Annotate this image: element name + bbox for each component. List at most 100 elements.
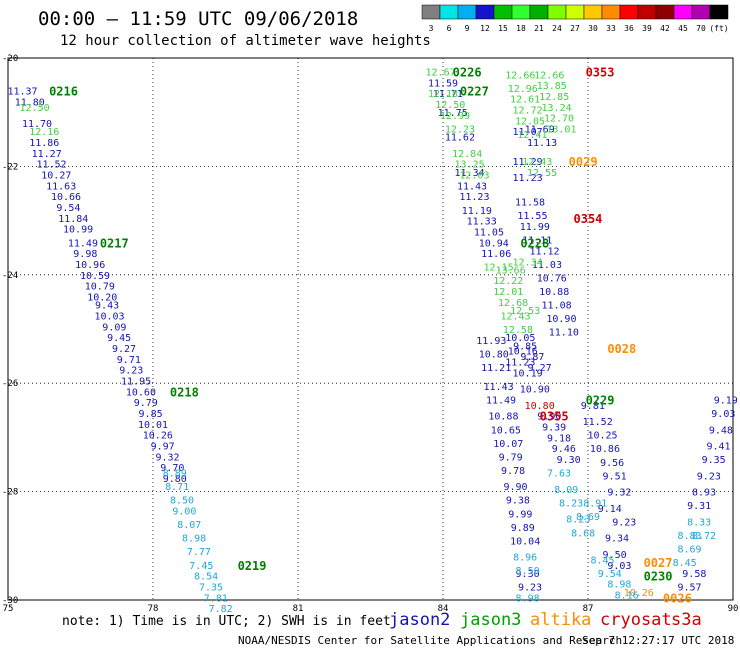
swh-value-jason2: 11.13: [527, 138, 557, 149]
swh-value-s3a: 9.54: [598, 569, 622, 580]
swh-value-jason2: 11.11: [522, 236, 552, 247]
swh-value-s3a: 8.69: [677, 545, 701, 556]
y-tick-label: -30: [2, 596, 18, 606]
colorbar-swatch: [601, 4, 621, 20]
swh-value-s3a: 8.50: [516, 566, 540, 577]
swh-value-jason3: 12.16: [29, 127, 59, 138]
track-label: 0227: [460, 85, 489, 99]
swh-value-jason2: 9.19: [714, 395, 738, 406]
swh-value-jason3: 12.50: [435, 100, 465, 111]
swh-value-jason3: 12.41: [517, 130, 547, 141]
colorbar-tick-label: 70: [696, 24, 706, 33]
swh-value-jason2: 10.99: [63, 225, 93, 236]
swh-value-jason2: 9.98: [73, 249, 97, 260]
swh-value-jason3: 12.15: [484, 263, 514, 274]
chart-title: 00:00 – 11:59 UTC 09/06/2018: [38, 8, 358, 30]
colorbar: 3 6 9 12 15 18 21 24 27 30 33 36 39 42 45 70 (ft): [421, 4, 729, 33]
swh-value-jason2: 11.80: [15, 97, 45, 108]
track-label: 0354: [574, 212, 603, 226]
swh-value-jason2: 10.60: [126, 387, 156, 398]
colorbar-tick-label: 21: [534, 24, 544, 33]
swh-value-jason3: 12.43: [500, 311, 530, 322]
colorbar-tick-label: 12: [480, 24, 490, 33]
swh-value-jason2: 9.32: [155, 452, 179, 463]
swh-value-jason2: 9.50: [603, 550, 627, 561]
colorbar-swatch: [619, 4, 639, 20]
swh-value-jason2: 10.19: [513, 368, 543, 379]
swh-value-jason3: 12.01: [493, 287, 523, 298]
swh-value-jason3: 12.66: [534, 70, 564, 81]
swh-value-jason2: 9.41: [706, 442, 730, 453]
swh-value-jason2: 9.39: [542, 423, 566, 434]
swh-value-jason2: 9.79: [134, 398, 158, 409]
swh-value-jason3: 12.50: [20, 103, 50, 114]
swh-value-jason2: 9.80: [163, 474, 187, 485]
swh-value-jason2: 9.99: [508, 509, 532, 520]
swh-value-jason2: 9.23: [518, 582, 542, 593]
swh-value-jason2: 11.62: [445, 133, 475, 144]
grid: [8, 58, 733, 600]
swh-value-jason2: 11.84: [58, 214, 88, 225]
swh-value-jason2: 10.65: [491, 425, 521, 436]
colorbar-swatch: [493, 4, 513, 20]
swh-value-jason2: 9.85: [139, 409, 163, 420]
swh-value-s3a: 7.77: [187, 547, 211, 558]
swh-value-jason2: 11.75: [438, 108, 468, 119]
chart-subtitle: 12 hour collection of altimeter wave hei…: [60, 33, 431, 49]
swh-value-jason2: 11.55: [517, 211, 547, 222]
swh-value-jason2: 11.33: [467, 217, 497, 228]
swh-value-jason2: 9.70: [160, 463, 184, 474]
swh-value-s3a: 7.45: [189, 561, 213, 572]
swh-value-jason3: 13.85: [537, 81, 567, 92]
swh-value-s3a: 8.98: [182, 534, 206, 545]
swh-value-jason3: 12.96: [508, 84, 538, 95]
swh-value-jason3: 12.99: [440, 111, 470, 122]
plot-frame: [7, 57, 734, 601]
swh-value-jason2: 10.05: [505, 333, 535, 344]
swh-value-jason3: 12.72: [513, 105, 543, 116]
swh-value-jason2: 9.32: [607, 488, 631, 499]
swh-value-jason2: 9.78: [501, 466, 525, 477]
swh-value-jason2: 9.27: [528, 363, 552, 374]
swh-value-jason2: 10.79: [85, 282, 115, 293]
swh-value-jason2: 11.59: [428, 78, 458, 89]
swh-value-s3a: 8.91: [583, 498, 607, 509]
swh-value-jason2: 9.30: [557, 455, 581, 466]
swh-value-jason2: 11.29: [513, 157, 543, 168]
swh-value-jason3: 12.68: [498, 298, 528, 309]
swh-value-jason2: 11.27: [32, 149, 62, 160]
swh-value-jason3: 12.18: [428, 89, 458, 100]
legend-item-s3a: s3a: [671, 610, 702, 630]
swh-value-jason2: 11.34: [455, 168, 485, 179]
track-label: 0353: [586, 66, 615, 80]
swh-value-jason2: 11.69: [525, 124, 555, 135]
swh-value-jason3: 12.67: [426, 68, 456, 79]
swh-value-jason2: 10.04: [510, 536, 540, 547]
swh-value-s3a: 7.63: [547, 469, 571, 480]
swh-value-jason3: 12.66: [505, 70, 535, 81]
swh-value-jason2: 10.80: [479, 349, 509, 360]
swh-value-jason2: 11.49: [486, 395, 516, 406]
swh-value-jason2: 10.16: [508, 347, 538, 358]
swh-value-jason2: 9.51: [603, 471, 627, 482]
swh-value-jason3: 12.61: [510, 95, 540, 106]
swh-value-s3a: 7.82: [209, 604, 233, 615]
y-tick-label: -22: [2, 162, 18, 172]
swh-value-jason2: 10.86: [590, 444, 620, 455]
track-label: 0217: [100, 236, 129, 250]
swh-value-jason2: 11.06: [481, 249, 511, 260]
colorbar-swatch: [439, 4, 459, 20]
swh-value-s3a: 9.00: [172, 507, 196, 518]
swh-value-jason2: 9.48: [709, 425, 733, 436]
track-label: 0355: [540, 410, 569, 424]
swh-value-s3a: 8.98: [607, 580, 631, 591]
swh-value-jason2: 11.95: [121, 376, 151, 387]
y-tick-label: -26: [2, 379, 18, 389]
track-label: 0028: [607, 342, 636, 356]
swh-value-jason3: 13.01: [546, 124, 576, 135]
colorbar-tick-label: 27: [570, 24, 580, 33]
swh-value-s3a: 8.33: [687, 517, 711, 528]
legend-item-jason2: jason2: [389, 610, 450, 630]
legend-item-jason3: jason3: [460, 610, 521, 630]
